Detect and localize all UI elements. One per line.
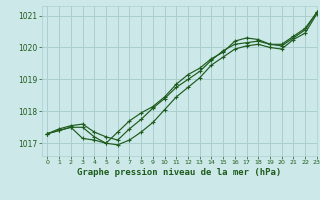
X-axis label: Graphe pression niveau de la mer (hPa): Graphe pression niveau de la mer (hPa) [77, 168, 281, 177]
